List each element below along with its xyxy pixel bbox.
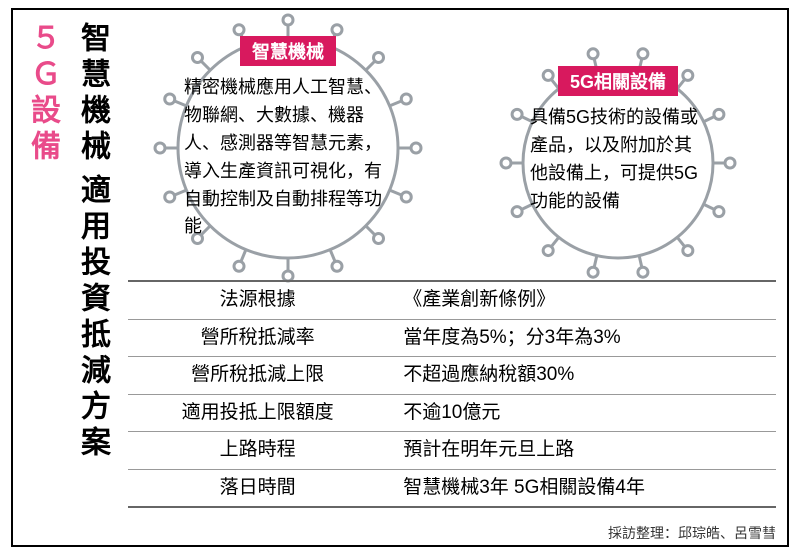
cell-value: 預計在明年元旦上路 [387,432,776,469]
title-line1-red: ５Ｇ設備 [20,22,64,166]
table-row: 落日時間 智慧機械3年 5G相關設備4年 [128,470,776,509]
title-line2-black: 適用投資抵減方案 [70,174,114,462]
gear-tag: 智慧機械 [240,36,336,66]
info-table: 法源根據 《產業創新條例》 營所稅抵減率 當年度為5%；分3年為3% 營所稅抵減… [128,280,776,508]
cell-value: 《產業創新條例》 [387,282,776,319]
cell-label: 營所稅抵減率 [128,320,387,357]
table-row: 營所稅抵減率 當年度為5%；分3年為3% [128,320,776,358]
gear-smart-machinery: 智慧機械 精密機械應用人工智慧、物聯網、大數據、機器人、感測器等智慧元素，導入生… [138,8,438,288]
cell-label: 法源根據 [128,282,387,319]
table-row: 營所稅抵減上限 不超過應納稅額30% [128,357,776,395]
cell-value: 不逾10億元 [387,395,776,432]
cell-label: 營所稅抵減上限 [128,357,387,394]
cell-value: 不超過應納稅額30% [387,357,776,394]
gear-tag: 5G相關設備 [558,66,678,96]
vertical-title: ５Ｇ設備 智慧機械 適用投資抵減方案 [20,22,110,522]
gears-area: 智慧機械 精密機械應用人工智慧、物聯網、大數據、機器人、感測器等智慧元素，導入生… [128,18,782,278]
cell-label: 上路時程 [128,432,387,469]
cell-label: 落日時間 [128,470,387,507]
cell-value: 當年度為5%；分3年為3% [387,320,776,357]
gear-5g-equipment: 5G相關設備 具備5G技術的設備或產品，以及附加於其他設備上，可提供5G功能的設… [488,38,748,288]
table-row: 適用投抵上限額度 不逾10億元 [128,395,776,433]
cell-value: 智慧機械3年 5G相關設備4年 [387,470,776,507]
title-line1-black: 智慧機械 [70,22,114,166]
credit-line: 採訪整理：邱琮皓、呂雪彗 [608,523,776,543]
table-row: 法源根據 《產業創新條例》 [128,282,776,320]
gear-desc: 具備5G技術的設備或產品，以及附加於其他設備上，可提供5G功能的設備 [488,96,748,216]
cell-label: 適用投抵上限額度 [128,395,387,432]
table-row: 上路時程 預計在明年元旦上路 [128,432,776,470]
gear-desc: 精密機械應用人工智慧、物聯網、大數據、機器人、感測器等智慧元素，導入生產資訊可視… [138,66,438,241]
